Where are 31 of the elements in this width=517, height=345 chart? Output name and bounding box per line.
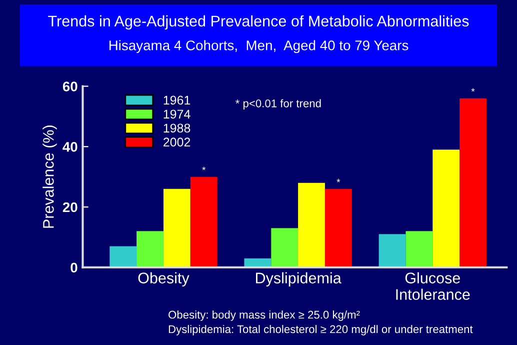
chart-subtitle: Hisayama 4 Cohorts, Men, Aged 40 to 79 Years: [109, 40, 408, 54]
bar: [432, 150, 460, 268]
bar: [163, 188, 190, 268]
bar: [110, 246, 137, 268]
chart-title: Trends in Age-Adjusted Prevalence of Metabolic Abnormalities: [48, 15, 469, 30]
y-tick-label: 60: [62, 82, 78, 92]
annotation: *: [471, 88, 475, 92]
text: Dyslipidemia: Total cholesterol ≥ 220 mg/dl or under treatment: [168, 324, 473, 336]
legend-label: 1961: [164, 96, 190, 105]
y-axis-title: Prevalence (%): [42, 126, 57, 228]
annotation: *: [336, 178, 340, 182]
bar: [406, 231, 433, 268]
x-tick-label: Obesity: [138, 272, 190, 286]
annotation: *: [202, 166, 206, 170]
y-tick-label: 0: [70, 262, 78, 273]
y-tick-label: 40: [62, 142, 78, 152]
bar: [190, 176, 218, 268]
text: Obesity: body mass index ≥ 25.0 kg/m²: [168, 310, 360, 321]
y-tick-label: 20: [62, 202, 78, 212]
legend-label: 1988: [164, 124, 190, 133]
legend-label: 1974: [164, 110, 190, 119]
bar: [378, 234, 406, 268]
x-tick-label: Dyslipidemia: [256, 272, 342, 286]
bar: [460, 98, 486, 268]
bar: [298, 182, 325, 268]
bar: [136, 231, 164, 268]
annotation: * p<0.01 for trend: [236, 99, 321, 110]
x-tick-label: Glucose Intolerance: [396, 272, 470, 300]
bar: [271, 228, 298, 268]
legend-label: 2002: [164, 138, 190, 147]
bar: [324, 188, 352, 268]
